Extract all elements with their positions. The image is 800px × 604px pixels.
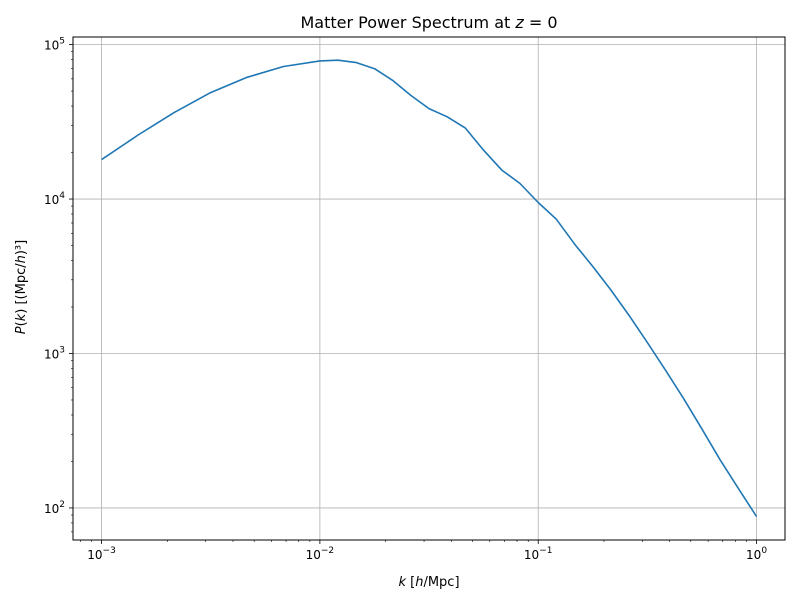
y-tick-label: 105 bbox=[44, 37, 65, 53]
y-axis-label: P(k) [(Mpc/h)³] bbox=[14, 240, 29, 334]
plot-frame bbox=[72, 36, 786, 541]
x-tick-label: 10−3 bbox=[87, 546, 116, 562]
y-tick-label: 103 bbox=[44, 345, 65, 361]
grid bbox=[73, 37, 785, 540]
x-axis-label: k [h/Mpc] bbox=[398, 575, 459, 590]
y-tick-label: 102 bbox=[44, 500, 65, 516]
x-tick-label: 10−1 bbox=[524, 546, 553, 562]
series-layer bbox=[101, 59, 758, 517]
power-spectrum-line bbox=[101, 59, 758, 517]
chart-title: Matter Power Spectrum at z = 0 bbox=[300, 13, 557, 32]
x-tick-label: 10−2 bbox=[306, 546, 335, 562]
y-tick-label: 104 bbox=[44, 191, 65, 207]
x-tick-label: 100 bbox=[746, 546, 767, 562]
ticks: 10−3 10−2 10−1 100 102 103 104 105 bbox=[44, 37, 767, 562]
